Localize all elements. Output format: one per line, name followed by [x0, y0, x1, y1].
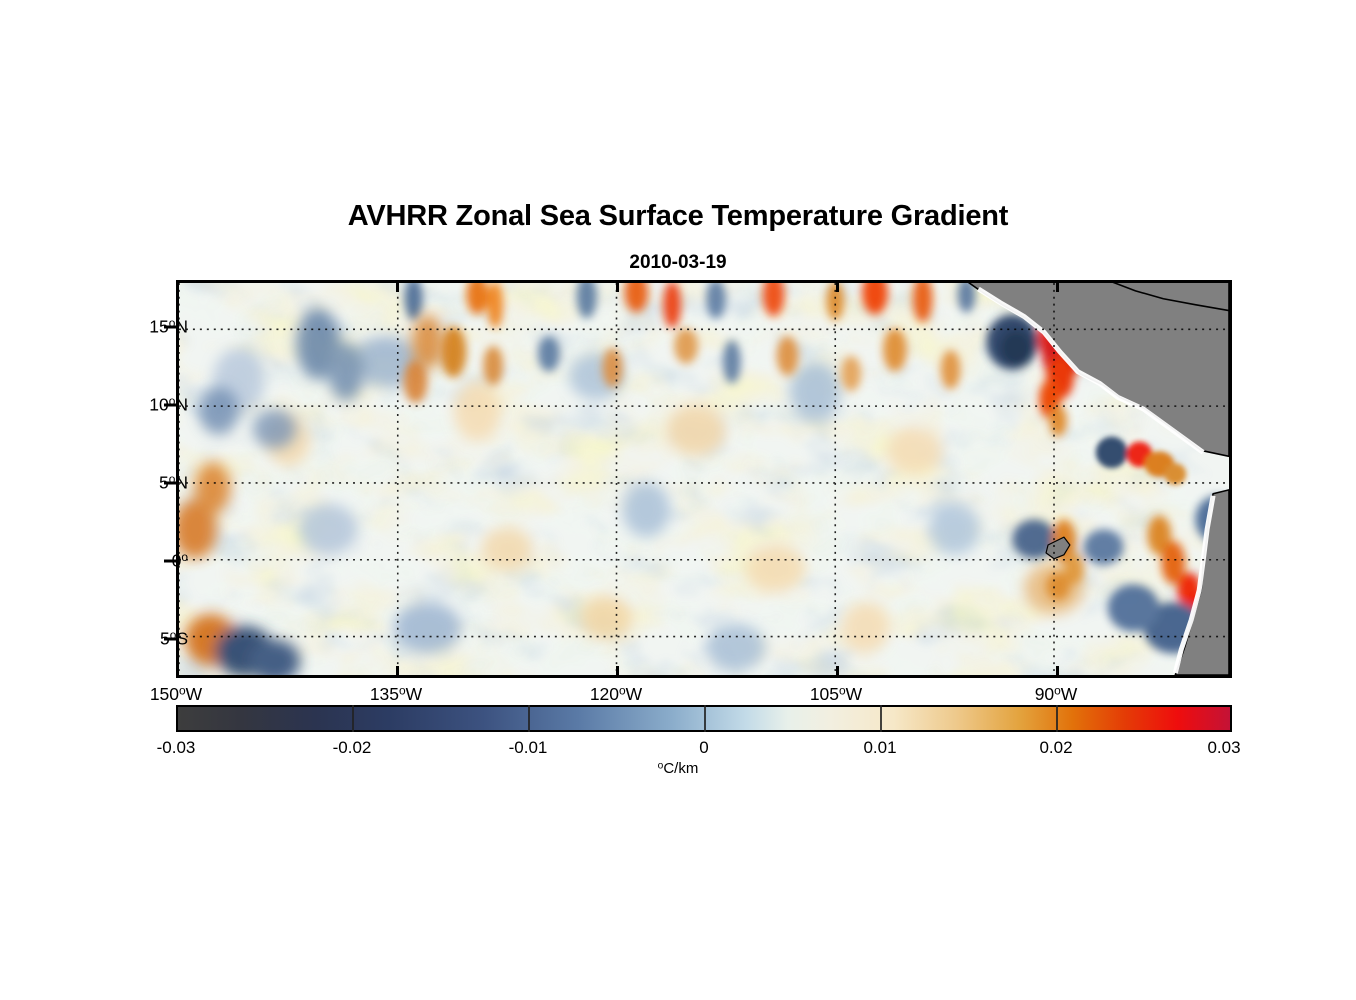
ytick-label-0: 0o [68, 551, 188, 572]
xtick-value-105w: 105 [809, 684, 840, 704]
xtick-mark-top-135w [396, 280, 399, 292]
colorbar-unit-label: oC/km [0, 760, 1356, 777]
colorbar-label-pos001: 0.01 [863, 738, 897, 757]
ytick-label-15n: 15oN [68, 317, 188, 338]
ytick-label-5s: 5oS [68, 629, 188, 650]
xtick-hemisphere-105w: W [845, 684, 863, 704]
degree-symbol: o [168, 316, 176, 331]
degree-symbol: o [169, 628, 177, 643]
ytick-mark-0 [164, 559, 176, 563]
degree-symbol: o [619, 683, 626, 698]
ytick-value-5n: 5 [159, 472, 169, 493]
colorbar-label-neg001: -0.01 [508, 738, 548, 757]
ytick-label-5n: 5oN [68, 473, 188, 494]
xtick-label-105w: 105oW [810, 684, 862, 705]
map-axes [176, 280, 1232, 678]
xtick-mark-bottom-120w [616, 666, 619, 678]
xtick-hemisphere-135w: W [405, 684, 423, 704]
figure-subtitle: 2010-03-19 [629, 252, 727, 273]
ytick-mark-10n [164, 403, 176, 407]
galapagos-islands [1045, 536, 1071, 560]
ytick-mark-15n [164, 325, 176, 329]
ytick-hemisphere-10n: N [175, 394, 188, 415]
page-title: AVHRR Zonal Sea Surface Temperature Grad… [347, 200, 1009, 232]
colorbar [176, 705, 1232, 732]
papagayo-jet-signature [1095, 436, 1187, 485]
colorbar-unit-text: C/km [663, 760, 699, 777]
xtick-hemisphere-120w: W [625, 684, 643, 704]
northwest-eddies [198, 308, 444, 449]
colorbar-tick-neg001 [528, 705, 530, 732]
xtick-value-120w: 120 [589, 684, 620, 704]
ytick-value-5s: 5 [159, 628, 170, 649]
ytick-hemisphere-15n: N [175, 316, 188, 337]
coastal-white-buffer [977, 286, 1216, 674]
colorbar-tick-pos002 [1056, 705, 1058, 732]
ytick-value-15n: 15 [149, 316, 169, 337]
xtick-label-150w: 150oW [150, 684, 202, 705]
colorbar-label-pos003: 0.03 [1207, 738, 1241, 757]
xtick-mark-bottom-105w [836, 666, 839, 678]
xtick-value-135w: 135 [369, 684, 400, 704]
xtick-label-90w: 90oW [1035, 684, 1078, 705]
xtick-mark-bottom-150w [176, 666, 179, 678]
degree-symbol: o [179, 683, 186, 698]
colorbar-tick-pos001 [880, 705, 882, 732]
xtick-hemisphere-90w: W [1060, 684, 1078, 704]
degree-symbol: o [168, 394, 176, 409]
xtick-mark-bottom-135w [396, 666, 399, 678]
ytick-hemisphere-5s: S [176, 628, 188, 649]
degree-symbol: o [657, 760, 664, 772]
yucatan-gulf-landmass [1112, 283, 1229, 312]
xtick-mark-bottom-90w [1056, 666, 1059, 678]
ytick-value-10n: 10 [149, 394, 169, 415]
xtick-mark-top-90w [1056, 280, 1059, 292]
sst-gradient-map [179, 283, 1229, 675]
colorbar-tick-zero [704, 705, 706, 732]
ytick-mark-5s [164, 637, 176, 641]
ytick-hemisphere-5n: N [175, 472, 188, 493]
ytick-label-10n: 10oN [68, 395, 188, 416]
map-gridlines [179, 283, 1229, 675]
xtick-value-150w: 150 [149, 684, 180, 704]
ytick-value-0: 0 [171, 550, 182, 571]
xtick-hemisphere-150w: W [185, 684, 203, 704]
colorbar-label-neg002: -0.02 [332, 738, 372, 757]
colorbar-label-pos002: 0.02 [1039, 738, 1073, 757]
xtick-mark-top-105w [836, 280, 839, 292]
colorbar-tick-neg002 [352, 705, 354, 732]
degree-symbol: o [399, 683, 406, 698]
xtick-label-120w: 120oW [590, 684, 642, 705]
colorbar-label-zero: 0 [699, 738, 709, 757]
degree-symbol: o [839, 683, 846, 698]
itcz-gradient-filaments [403, 283, 976, 404]
degree-symbol: o [168, 472, 176, 487]
xtick-mark-top-120w [616, 280, 619, 292]
degree-symbol: o [181, 550, 188, 565]
southwest-cold-eddy [179, 462, 301, 675]
xtick-label-135w: 135oW [370, 684, 422, 705]
degree-symbol: o [1054, 683, 1061, 698]
ytick-mark-5n [164, 481, 176, 485]
colorbar-label-neg003: -0.03 [156, 738, 196, 757]
xtick-value-90w: 90 [1034, 684, 1055, 704]
